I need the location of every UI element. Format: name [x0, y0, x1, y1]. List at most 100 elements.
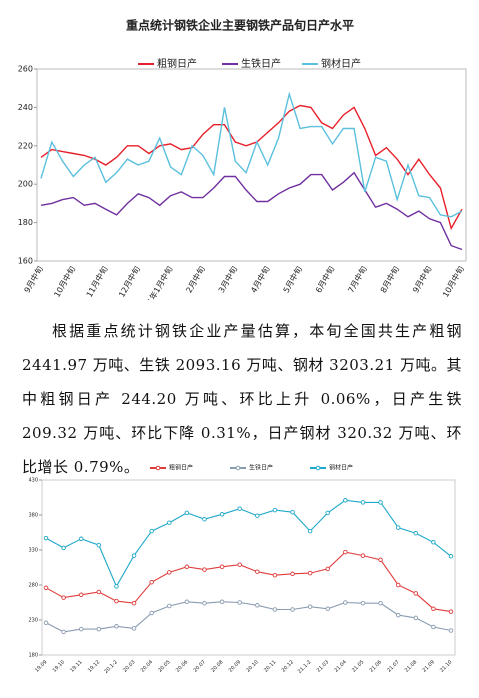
point [343, 600, 348, 605]
point [343, 549, 348, 555]
point [378, 600, 383, 606]
point [61, 629, 66, 635]
line [45, 601, 452, 633]
point [167, 603, 172, 609]
point [78, 626, 84, 632]
x-tick-label: 10月中旬 [52, 264, 78, 299]
point [360, 500, 366, 505]
x-tick-label: 21.05 [351, 659, 365, 673]
point [61, 545, 66, 551]
point [413, 591, 419, 596]
point [272, 572, 278, 578]
point [448, 609, 454, 614]
point [237, 506, 242, 511]
x-tick-label: 4月中旬 [248, 264, 271, 294]
x-tick-label: 8月中旬 [378, 264, 401, 294]
point [184, 510, 190, 516]
point [431, 606, 436, 612]
point [219, 564, 225, 570]
legend-marker [315, 465, 321, 471]
point [202, 567, 207, 572]
point [360, 553, 366, 558]
y-tick-label: 220 [18, 141, 33, 150]
y-tick-label: 160 [18, 257, 33, 266]
y-tick-label: 180 [28, 653, 38, 659]
x-tick-label: 21.1-2 [297, 659, 313, 675]
x-tick-label: 20.11 [263, 659, 277, 673]
point [413, 530, 419, 536]
point [149, 528, 154, 534]
x-tick-label: 19.10 [52, 659, 66, 673]
point [255, 513, 260, 518]
point [395, 582, 401, 588]
point [131, 553, 137, 558]
x-tick-label: 20.09 [228, 659, 242, 673]
x-tick-label: 19.11 [69, 659, 83, 673]
point [43, 620, 49, 626]
point [149, 579, 154, 585]
point [307, 528, 313, 534]
point [96, 626, 102, 632]
y-tick-label: 380 [28, 513, 38, 519]
point [448, 628, 454, 633]
x-tick-label: 3月中旬 [216, 264, 239, 294]
point [219, 512, 225, 517]
x-tick-label: 20.05 [157, 659, 171, 673]
point [96, 542, 102, 548]
chart-top: 重点统计钢铁企业主要钢铁产品旬日产水平 160 180 200 220 240 260 9月… [18, 18, 467, 300]
x-tick-label: 20.06 [175, 659, 189, 673]
line [40, 104, 463, 231]
x-tick-label: 20.12 [281, 659, 295, 673]
point [290, 571, 295, 577]
line [40, 171, 463, 251]
x-tick-label: 6月中旬 [313, 264, 336, 294]
point [167, 520, 172, 525]
point [431, 624, 436, 630]
x-tick-label: 20.04 [140, 659, 154, 673]
x-tick-label: 5月中旬 [281, 264, 304, 294]
point [131, 600, 137, 606]
point [272, 507, 278, 513]
y-tick-label: 240 [18, 103, 33, 112]
point [325, 606, 330, 612]
x-tick-label: 9月中旬 [22, 264, 45, 294]
point [131, 626, 137, 631]
x-tick-label: 2月中旬 [184, 264, 207, 294]
line [45, 551, 452, 613]
plot-frame [41, 479, 456, 656]
point [325, 566, 330, 572]
point [114, 584, 119, 589]
point [290, 509, 295, 515]
y-tick-label: 230 [28, 618, 38, 624]
x-tick-label: 21.08 [404, 659, 418, 673]
y-tick-label: 260 [18, 65, 33, 74]
line [40, 91, 463, 218]
point [184, 564, 190, 570]
legend-marker [155, 465, 161, 471]
y-tick-label: 200 [18, 180, 33, 189]
point [114, 624, 119, 629]
x-tick-label: 20.1-2 [103, 659, 119, 675]
point [43, 535, 49, 541]
x-tick-label: 21.09 [421, 659, 435, 673]
x-tick-label: 20.07 [193, 659, 207, 673]
point [78, 592, 84, 598]
point [343, 498, 348, 503]
point [290, 607, 295, 612]
point [114, 598, 119, 604]
point [307, 604, 313, 609]
point [202, 600, 207, 606]
point [413, 615, 419, 621]
point [307, 570, 313, 576]
point [78, 536, 84, 542]
point [219, 599, 225, 605]
legend-label: 粗钢日产 [169, 464, 193, 472]
point [237, 600, 242, 605]
y-tick-label: 280 [28, 583, 38, 589]
chart-title: 重点统计钢铁企业主要钢铁产品旬日产水平 [126, 18, 354, 33]
point [167, 570, 172, 575]
point [255, 603, 260, 608]
y-tick-label: 330 [28, 548, 38, 554]
point [360, 600, 366, 606]
